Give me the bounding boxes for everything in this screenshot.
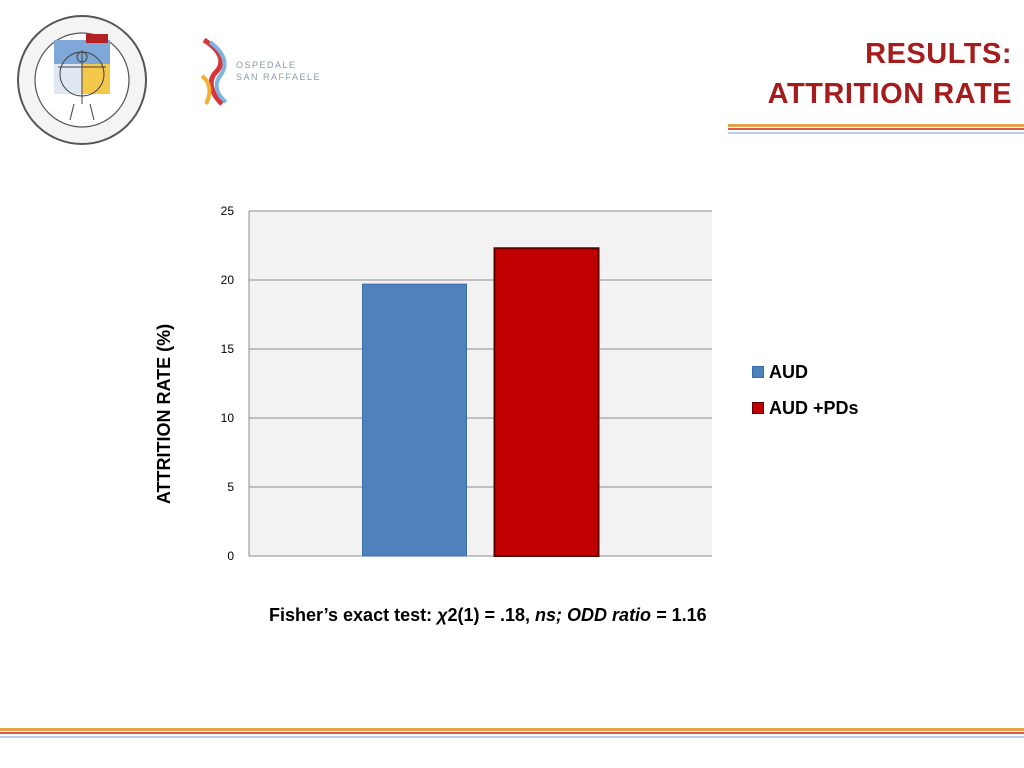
legend-swatch-aud-pds <box>752 402 764 414</box>
hospital-name: OSPEDALE SAN RAFFAELE <box>236 59 321 83</box>
y-tick-label: 0 <box>227 549 234 563</box>
y-tick-label: 15 <box>221 342 235 356</box>
stats-odd-value: 1.16 <box>666 605 707 625</box>
university-seal-icon <box>17 15 147 145</box>
stats-ns-odd: ns; ODD ratio = <box>535 605 667 625</box>
legend-item-aud: AUD <box>752 354 859 390</box>
hospital-name-line1: OSPEDALE <box>236 60 297 70</box>
slide-title-line2: ATTRITION RATE <box>767 78 1012 110</box>
legend-label-aud-pds: AUD +PDs <box>769 397 859 418</box>
stats-prefix: Fisher’s exact test: <box>269 605 438 625</box>
chart-legend: AUD AUD +PDs <box>752 354 859 426</box>
stats-chi-symbol: χ <box>437 605 448 625</box>
y-axis-label: ATTRITION RATE (%) <box>154 324 174 504</box>
hospital-name-line2: SAN RAFFAELE <box>236 72 322 82</box>
y-tick-label: 10 <box>221 411 235 425</box>
bar-aud-pds <box>493 247 600 557</box>
header-divider <box>728 124 1024 134</box>
bar-aud <box>362 283 467 557</box>
y-tick-label: 5 <box>227 480 234 494</box>
slide-title: RESULTS: ATTRITION RATE <box>768 34 1012 114</box>
slide-title-line1: RESULTS: <box>865 38 1012 70</box>
legend-item-aud-pds: AUD +PDs <box>752 390 859 426</box>
y-tick-label: 25 <box>221 204 235 218</box>
legend-label-aud: AUD <box>769 361 808 382</box>
y-tick-label: 20 <box>221 273 235 287</box>
legend-swatch-aud <box>752 366 764 378</box>
stats-chi-value: 2(1) = .18, <box>447 605 536 625</box>
footer-divider <box>0 728 1024 738</box>
plot-area <box>249 211 712 556</box>
statistics-note: Fisher’s exact test: χ2(1) = .18, ns; OD… <box>269 605 707 626</box>
hospital-ribbon-icon <box>200 38 228 106</box>
